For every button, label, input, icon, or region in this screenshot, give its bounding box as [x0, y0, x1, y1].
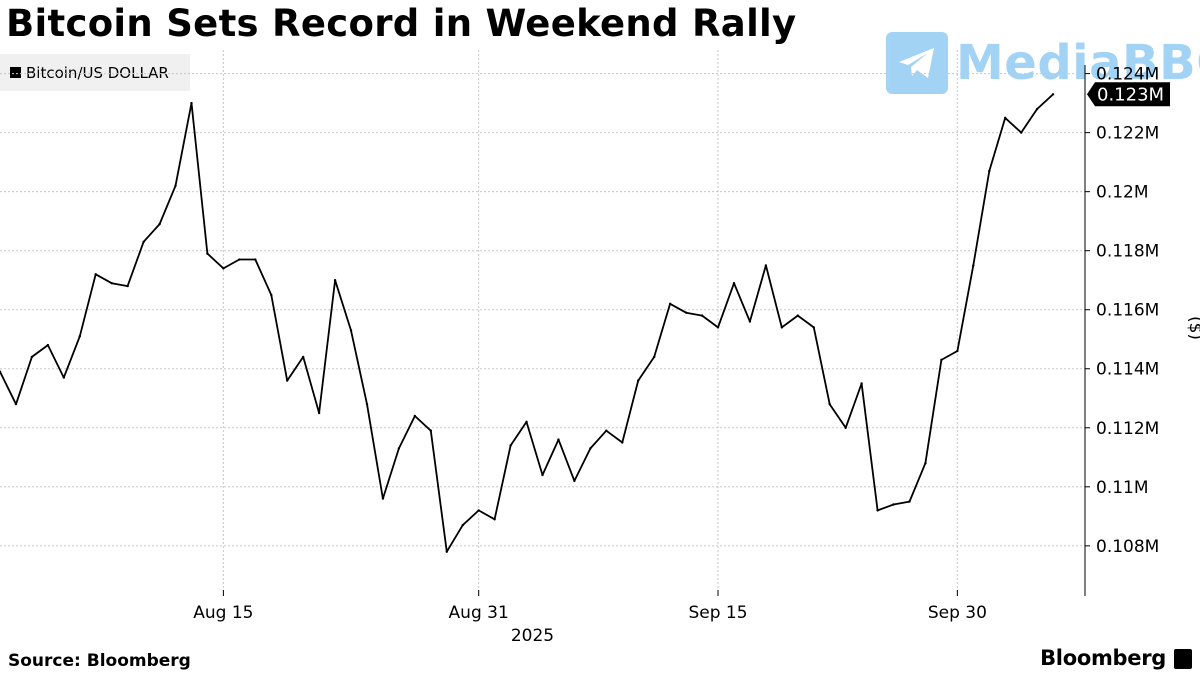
- data-point: [988, 169, 991, 173]
- y-tick-label: 0.12M: [1096, 183, 1149, 203]
- data-point: [908, 500, 911, 503]
- data-point: [46, 343, 50, 347]
- data-point: [716, 326, 720, 329]
- data-point: [940, 358, 943, 362]
- chart-title: Bitcoin Sets Record in Weekend Rally: [6, 2, 797, 45]
- data-point: [668, 302, 672, 306]
- data-point: [286, 379, 289, 382]
- watermark: MediaBBG: [886, 30, 1200, 96]
- data-point: [174, 184, 177, 187]
- bloomberg-icon: [1174, 649, 1192, 669]
- last-value-tag: [1087, 82, 1170, 107]
- y-tick-label: 0.108M: [1096, 537, 1159, 557]
- data-point: [1004, 116, 1007, 120]
- data-point: [493, 518, 496, 521]
- data-point: [892, 503, 895, 506]
- data-point: [301, 355, 305, 359]
- data-point: [62, 376, 66, 379]
- data-point: [206, 252, 209, 255]
- data-point: [94, 273, 97, 276]
- data-point: [956, 349, 959, 353]
- data-point: [222, 267, 225, 270]
- data-point: [764, 264, 768, 267]
- data-point: [541, 473, 544, 477]
- data-point: [525, 420, 528, 424]
- data-point: [158, 222, 161, 226]
- x-tick-label: Sep 30: [928, 603, 987, 623]
- x-year-label: 2025: [511, 626, 554, 646]
- data-point: [732, 281, 736, 285]
- x-tick-label: Sep 15: [688, 603, 747, 623]
- data-point: [1035, 107, 1039, 111]
- data-point: [780, 326, 784, 329]
- data-point: [333, 279, 337, 282]
- legend-label: Bitcoin/US DOLLAR: [26, 63, 169, 82]
- data-point: [190, 101, 193, 105]
- data-point: [142, 240, 145, 244]
- data-point: [748, 320, 752, 323]
- y-tick-label: 0.116M: [1096, 301, 1159, 321]
- data-point: [1051, 93, 1055, 96]
- data-point: [365, 402, 369, 406]
- watermark-text: MediaBBG: [956, 35, 1200, 91]
- last-value-label: 0.123M: [1097, 84, 1164, 105]
- data-point: [621, 441, 624, 444]
- series-line: [0, 93, 1054, 553]
- data-point: [126, 284, 129, 288]
- data-point: [684, 311, 688, 314]
- y-tick-label: 0.112M: [1096, 419, 1159, 439]
- data-point: [381, 497, 385, 500]
- y-tick-label: 0.118M: [1096, 242, 1159, 262]
- legend-swatch: [10, 67, 21, 78]
- data-point: [509, 444, 512, 447]
- data-point: [254, 258, 257, 261]
- data-point: [0, 370, 2, 373]
- data-point: [700, 314, 704, 317]
- data-point: [1019, 131, 1023, 134]
- legend: Bitcoin/US DOLLAR: [0, 54, 190, 91]
- data-point: [573, 479, 576, 483]
- data-point: [637, 379, 640, 382]
- telegram-icon: [886, 32, 948, 94]
- data-point: [860, 382, 863, 385]
- data-point: [972, 264, 975, 267]
- data-point: [238, 258, 241, 261]
- source-note: Source: Bloomberg: [8, 651, 191, 671]
- y-tick-label: 0.124M: [1096, 65, 1159, 85]
- data-point: [924, 461, 927, 465]
- data-point: [317, 411, 321, 415]
- brand-logo: Bloomberg: [1040, 646, 1166, 670]
- data-point: [876, 509, 879, 512]
- data-point: [844, 426, 847, 429]
- data-point: [445, 550, 448, 553]
- data-point: [461, 523, 464, 527]
- data-point: [605, 429, 608, 432]
- data-point: [349, 329, 353, 332]
- data-point: [812, 326, 815, 329]
- data-point: [796, 314, 799, 317]
- data-point: [477, 509, 480, 512]
- y-axis-title: ($): [1185, 316, 1200, 340]
- data-point: [14, 402, 18, 406]
- data-point: [413, 414, 417, 418]
- data-point: [557, 438, 560, 441]
- x-tick-label: Aug 31: [449, 603, 509, 623]
- y-tick-label: 0.122M: [1096, 124, 1159, 144]
- data-point: [589, 447, 592, 450]
- data-point: [78, 335, 81, 338]
- data-point: [270, 293, 273, 297]
- data-point: [652, 355, 656, 359]
- data-point: [429, 429, 433, 432]
- x-tick-label: Aug 15: [193, 603, 253, 623]
- data-point: [110, 281, 113, 285]
- data-point: [397, 447, 401, 450]
- data-point: [30, 355, 34, 359]
- y-tick-label: 0.11M: [1096, 478, 1149, 498]
- data-point: [828, 402, 831, 406]
- y-tick-label: 0.114M: [1096, 360, 1159, 380]
